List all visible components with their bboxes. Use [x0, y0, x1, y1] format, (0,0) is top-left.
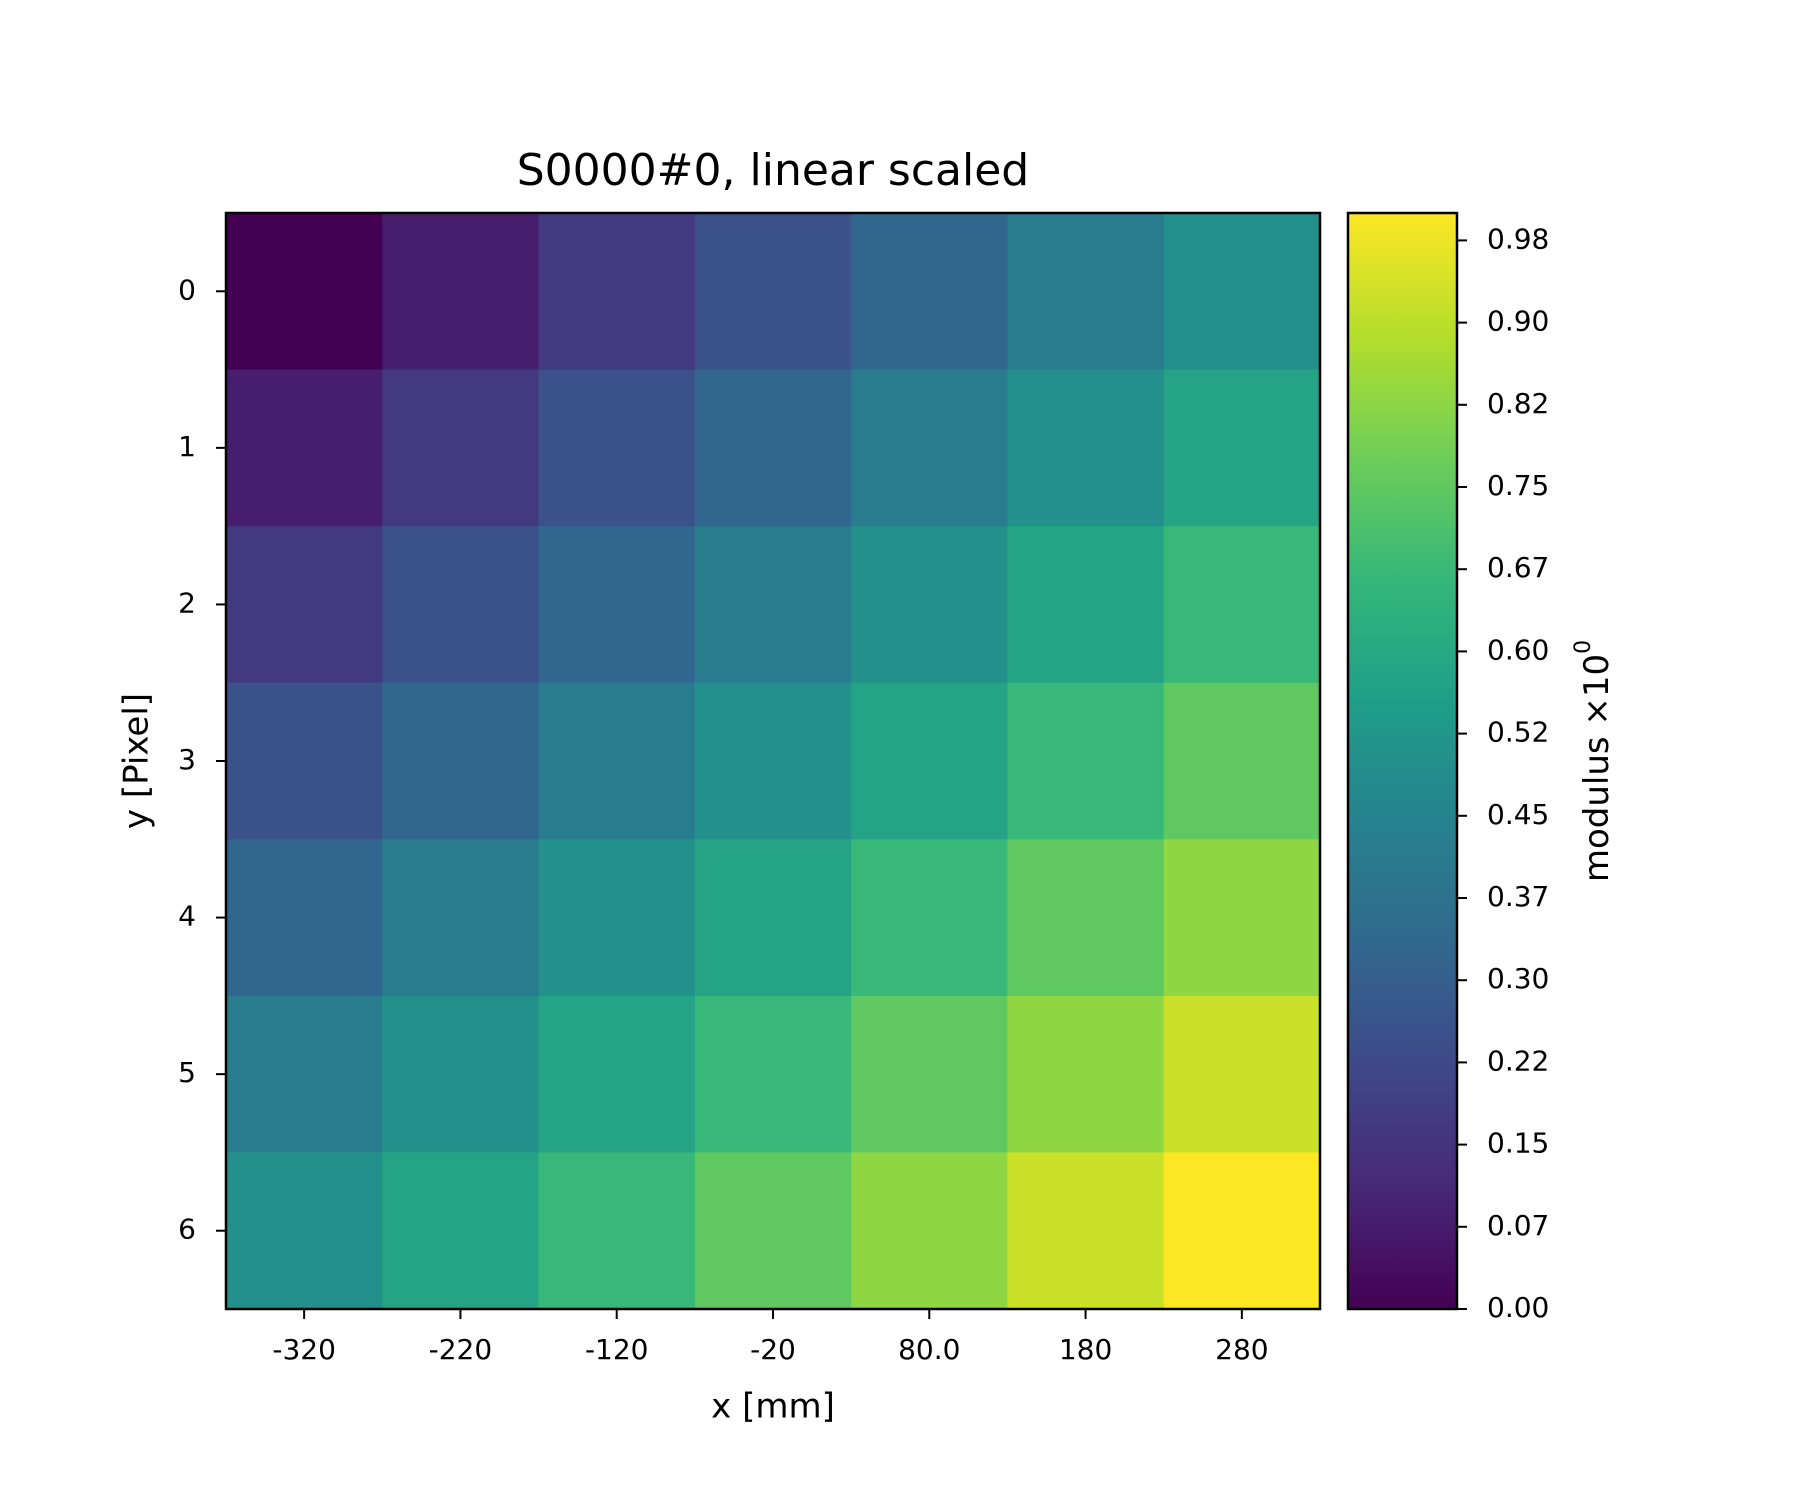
heatmap-cell — [226, 526, 383, 684]
heatmap-cell — [226, 369, 383, 527]
x-tick-label: -320 — [272, 1333, 336, 1366]
x-tick-label: 80.0 — [898, 1333, 960, 1366]
heatmap-cell — [851, 995, 1008, 1153]
y-tick-label: 3 — [178, 743, 196, 776]
heatmap-cell — [1007, 995, 1165, 1153]
heatmap-cell — [226, 213, 383, 371]
heatmap-cell — [1163, 369, 1321, 527]
heatmap-cell — [851, 682, 1008, 840]
colorbar-tick-label: 0.00 — [1487, 1291, 1549, 1324]
heatmap-cell — [1007, 839, 1165, 997]
heatmap-cell — [694, 526, 852, 684]
heatmap-cell — [538, 995, 696, 1153]
heatmap-cell — [1163, 1152, 1321, 1310]
heatmap-cell — [382, 369, 540, 527]
heatmap-cell — [694, 995, 852, 1153]
colorbar-tick-label: 0.22 — [1487, 1044, 1549, 1077]
heatmap-cell — [851, 213, 1008, 371]
heatmap-cell — [851, 1152, 1008, 1310]
heatmap-cell — [382, 995, 540, 1153]
heatmap-cell — [538, 369, 696, 527]
colorbar-tick-label: 0.45 — [1487, 798, 1549, 831]
x-tick-label: -20 — [750, 1333, 796, 1366]
colorbar-tick-label: 0.30 — [1487, 962, 1549, 995]
y-axis-label: y [Pixel] — [117, 693, 157, 829]
heatmap-cell — [226, 839, 383, 997]
heatmap-cell — [382, 839, 540, 997]
heatmap-cell — [851, 369, 1008, 527]
colorbar-tick-label: 0.52 — [1487, 716, 1549, 749]
heatmap-cell — [538, 1152, 696, 1310]
x-tick-label: 180 — [1059, 1333, 1112, 1366]
heatmap-cell — [851, 839, 1008, 997]
colorbar-tick-label: 0.60 — [1487, 633, 1549, 666]
chart-title: S0000#0, linear scaled — [517, 145, 1030, 196]
heatmap-cell — [538, 839, 696, 997]
colorbar-tick-label: 0.67 — [1487, 551, 1549, 584]
heatmap-cell — [382, 526, 540, 684]
heatmap-cell — [382, 213, 540, 371]
colorbar-tick-label: 0.15 — [1487, 1127, 1549, 1160]
heatmap-cell — [694, 839, 852, 997]
x-tick-label: -120 — [585, 1333, 649, 1366]
y-tick-label: 6 — [178, 1213, 196, 1246]
colorbar-tick-label: 0.75 — [1487, 469, 1549, 502]
heatmap-cell — [1007, 526, 1165, 684]
heatmap-cell — [382, 1152, 540, 1310]
heatmap-cell — [1163, 995, 1321, 1153]
colorbar — [1346, 211, 1459, 1311]
heatmap-cell — [1163, 839, 1321, 997]
heatmap-cell — [226, 995, 383, 1153]
heatmap-cell — [226, 1152, 383, 1310]
y-tick-label: 2 — [178, 586, 196, 619]
heatmap-cell — [382, 682, 540, 840]
colorbar-tick-label: 0.90 — [1487, 305, 1549, 338]
heatmap-cell — [851, 526, 1008, 684]
colorbar-tick-label: 0.82 — [1487, 387, 1549, 420]
colorbar-tick-label: 0.07 — [1487, 1209, 1549, 1242]
heatmap-cell — [538, 526, 696, 684]
heatmap-cell — [1163, 682, 1321, 840]
heatmap-cell — [1007, 1152, 1165, 1310]
heatmap-cell — [538, 213, 696, 371]
colorbar-exponent: 0 — [1571, 640, 1596, 654]
x-tick-label: 280 — [1215, 1333, 1268, 1366]
heatmap-cell — [1007, 369, 1165, 527]
heatmap-cell — [694, 369, 852, 527]
heatmap-cell — [1163, 526, 1321, 684]
heatmap-cell — [694, 682, 852, 840]
heatmap-cell — [1163, 213, 1321, 371]
x-axis-label: x [mm] — [711, 1387, 835, 1427]
x-tick-label: -220 — [429, 1333, 493, 1366]
heatmap-cell — [226, 682, 383, 840]
y-tick-label: 4 — [178, 900, 196, 933]
heatmap-cell — [694, 1152, 852, 1310]
heatmap-cell — [1007, 213, 1165, 371]
colorbar-tick-label: 0.37 — [1487, 880, 1549, 913]
colorbar-label: modulus ×100 — [1571, 640, 1617, 882]
colorbar-label-text: modulus ×10 — [1577, 654, 1617, 882]
heatmap-cell — [1007, 682, 1165, 840]
y-tick-label: 1 — [178, 430, 196, 463]
y-tick-label: 5 — [178, 1056, 196, 1089]
y-tick-label: 0 — [178, 273, 196, 306]
colorbar-tick-label: 0.98 — [1487, 222, 1549, 255]
heatmap-cell — [538, 682, 696, 840]
heatmap-cell — [694, 213, 852, 371]
